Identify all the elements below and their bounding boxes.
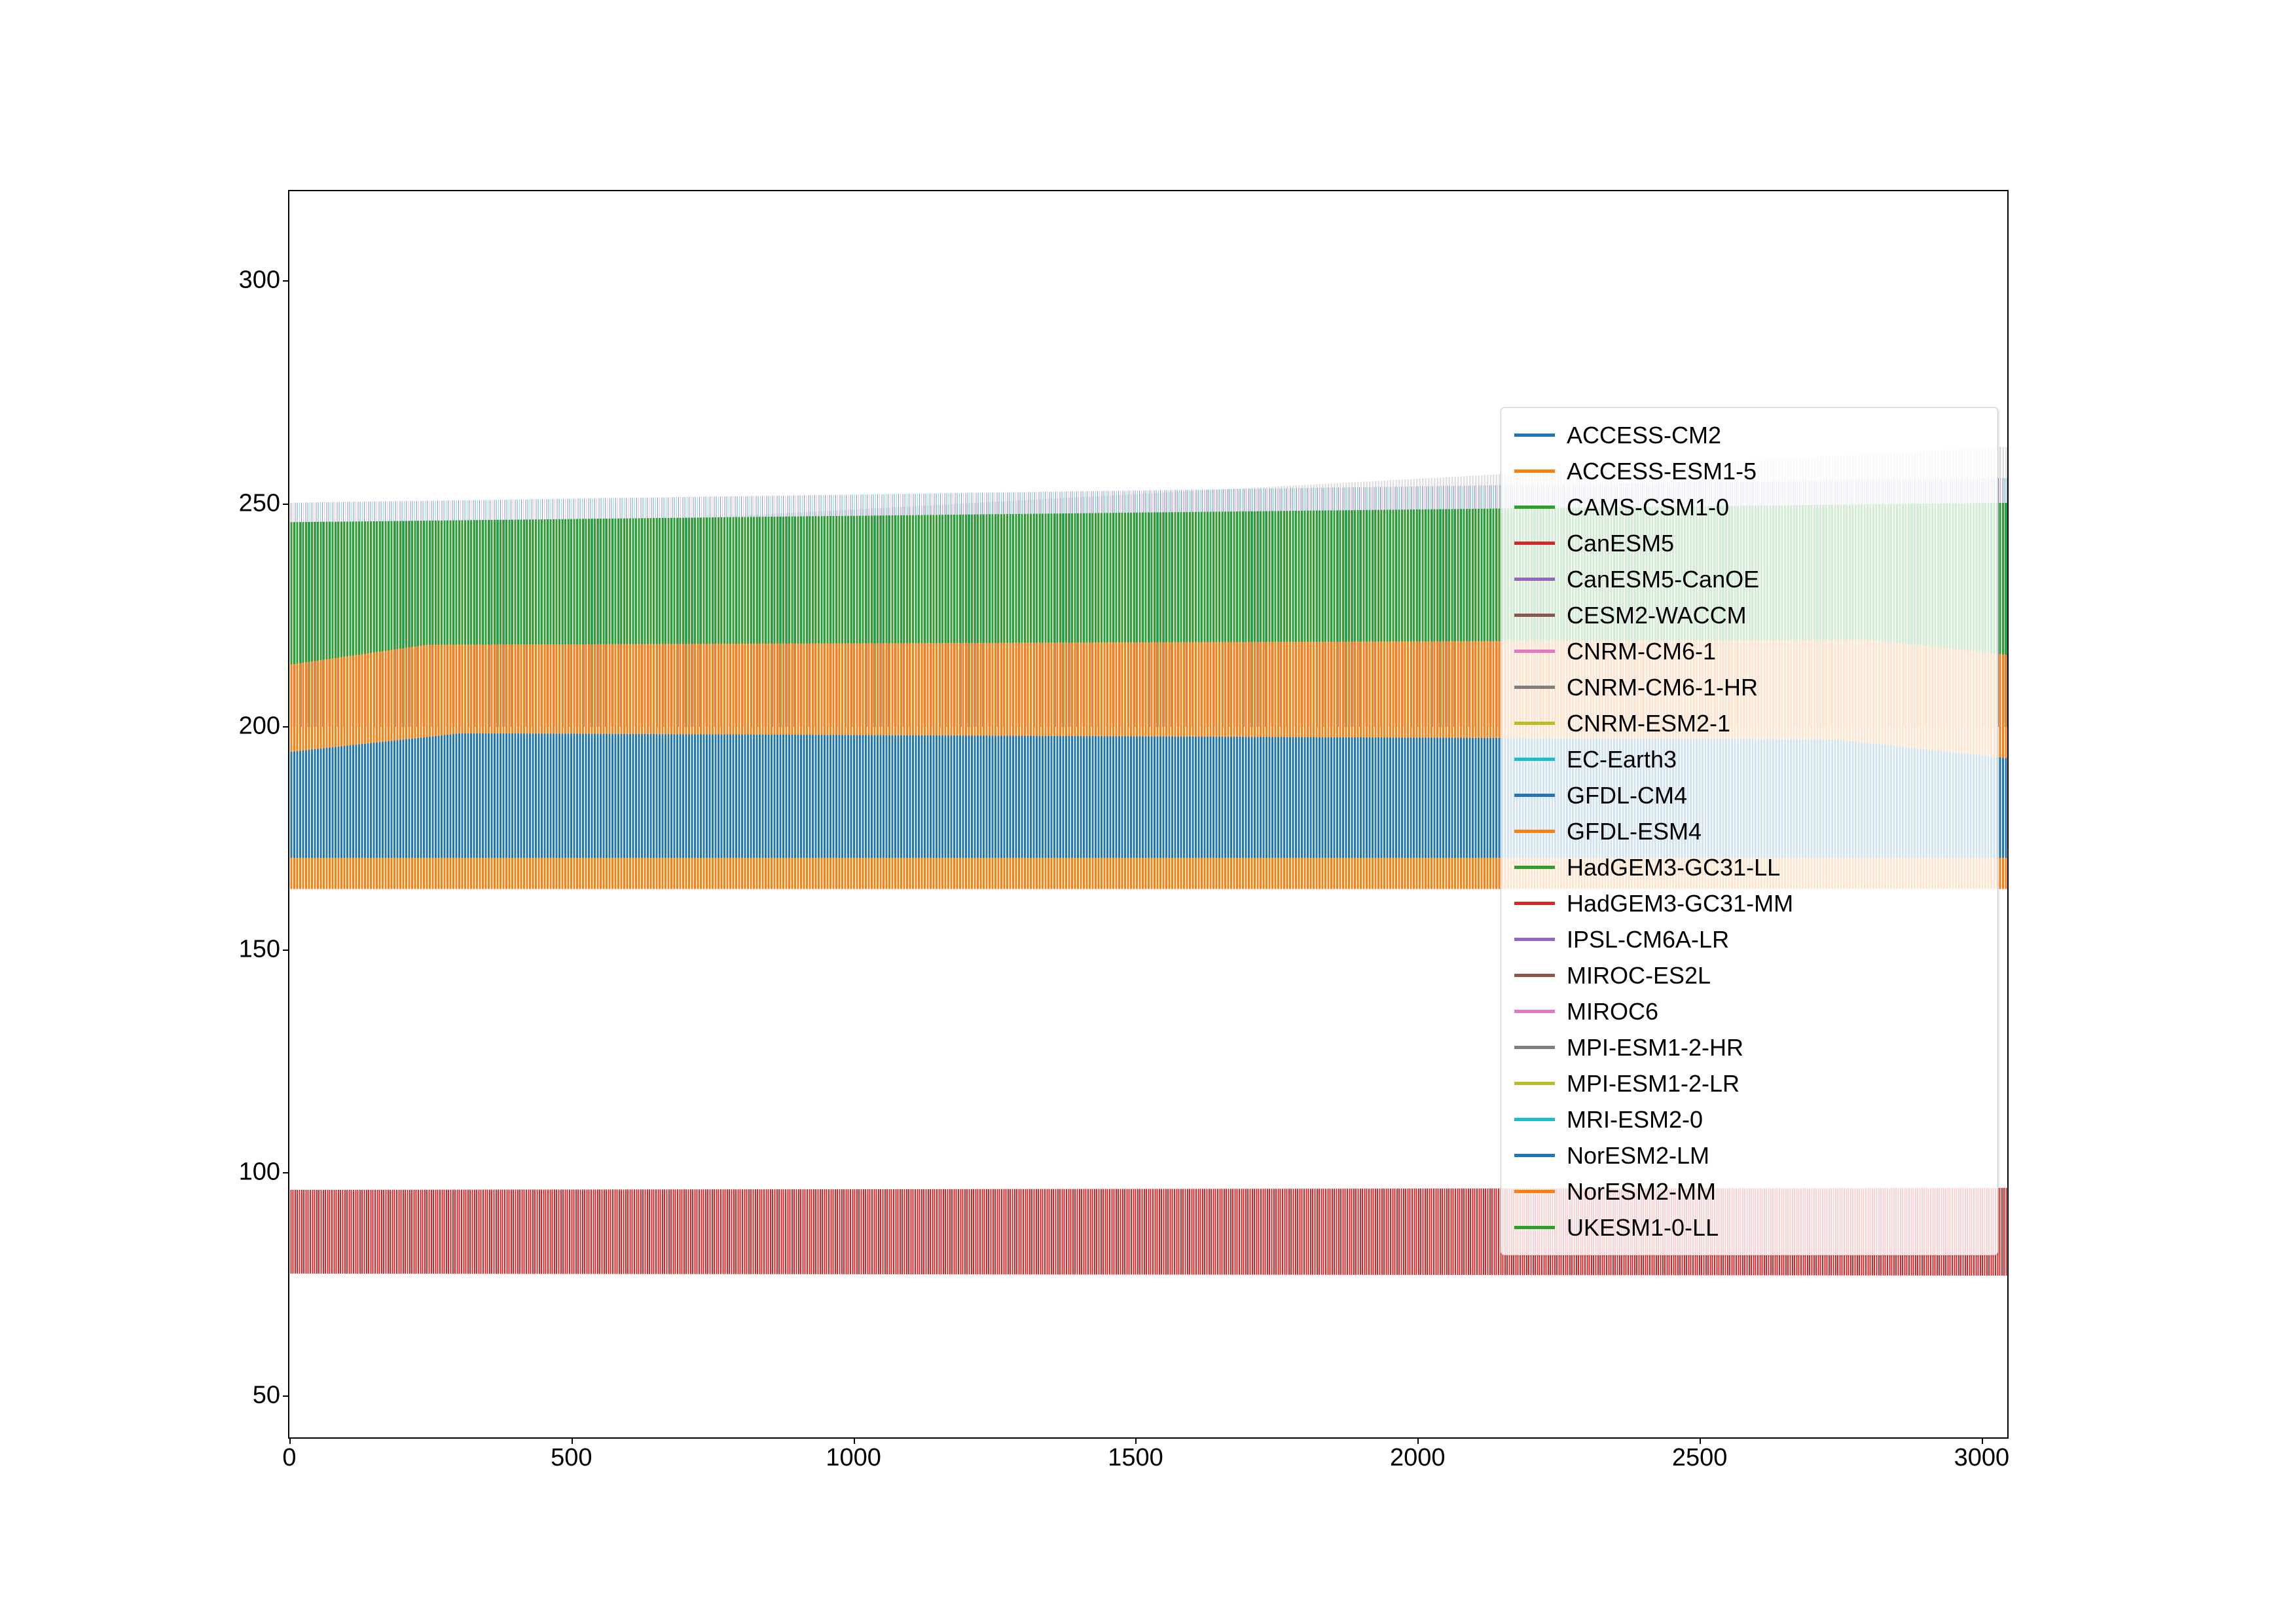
- x-tick-label-500: 500: [551, 1444, 592, 1472]
- legend-label-11: GFDL-ESM4: [1567, 818, 1702, 845]
- legend-swatch-3: [1514, 542, 1555, 545]
- legend-item-15[interactable]: MIROC-ES2L: [1514, 957, 1984, 993]
- legend-swatch-17: [1514, 1046, 1555, 1049]
- legend-item-13[interactable]: HadGEM3-GC31-MM: [1514, 885, 1984, 921]
- legend-item-0[interactable]: ACCESS-CM2: [1514, 417, 1984, 453]
- legend-label-4: CanESM5-CanOE: [1567, 566, 1759, 593]
- legend-items-container: ACCESS-CM2 ACCESS-ESM1-5 CAMS-CSM1-0 CanESM…: [1514, 417, 1984, 1246]
- legend-swatch-0: [1514, 434, 1555, 437]
- legend-label-22: UKESM1-0-LL: [1567, 1214, 1719, 1242]
- legend-swatch-20: [1514, 1154, 1555, 1157]
- legend-label-0: ACCESS-CM2: [1567, 422, 1721, 449]
- legend-label-15: MIROC-ES2L: [1567, 962, 1711, 989]
- legend-item-19[interactable]: MRI-ESM2-0: [1514, 1101, 1984, 1137]
- legend-label-20: NorESM2-LM: [1567, 1142, 1709, 1170]
- legend-item-14[interactable]: IPSL-CM6A-LR: [1514, 921, 1984, 957]
- legend-label-2: CAMS-CSM1-0: [1567, 494, 1729, 521]
- legend-swatch-7: [1514, 686, 1555, 689]
- legend-item-10[interactable]: GFDL-CM4: [1514, 777, 1984, 813]
- legend-swatch-22: [1514, 1226, 1555, 1229]
- y-tick-label-150: 150: [239, 935, 280, 963]
- legend-label-14: IPSL-CM6A-LR: [1567, 926, 1729, 953]
- legend-label-16: MIROC6: [1567, 998, 1658, 1025]
- legend-item-2[interactable]: CAMS-CSM1-0: [1514, 489, 1984, 525]
- x-tick-mark-2000: [1417, 1437, 1419, 1444]
- plot-area: 50 100 150 200 250 300 0 500 1000 1500 2000 2500 30…: [288, 190, 2009, 1439]
- legend-label-1: ACCESS-ESM1-5: [1567, 458, 1757, 485]
- y-tick-mark-200: [283, 726, 289, 728]
- y-tick-mark-150: [283, 950, 289, 951]
- legend-item-8[interactable]: CNRM-ESM2-1: [1514, 705, 1984, 741]
- x-tick-label-0: 0: [282, 1444, 296, 1472]
- x-tick-mark-1000: [854, 1437, 855, 1444]
- x-tick-mark-1500: [1135, 1437, 1137, 1444]
- y-tick-mark-50: [283, 1395, 289, 1397]
- legend-item-11[interactable]: GFDL-ESM4: [1514, 813, 1984, 849]
- y-tick-label-300: 300: [239, 267, 280, 295]
- legend-swatch-4: [1514, 578, 1555, 581]
- legend-label-5: CESM2-WACCM: [1567, 602, 1747, 629]
- x-tick-mark-2500: [1700, 1437, 1701, 1444]
- x-tick-label-1000: 1000: [826, 1444, 881, 1472]
- legend-swatch-10: [1514, 794, 1555, 797]
- legend-item-7[interactable]: CNRM-CM6-1-HR: [1514, 669, 1984, 705]
- legend-swatch-5: [1514, 614, 1555, 617]
- legend-label-7: CNRM-CM6-1-HR: [1567, 674, 1758, 701]
- legend-label-13: HadGEM3-GC31-MM: [1567, 890, 1793, 917]
- legend-item-18[interactable]: MPI-ESM1-2-LR: [1514, 1065, 1984, 1101]
- x-tick-label-3000: 3000: [1954, 1444, 2010, 1472]
- legend-swatch-16: [1514, 1010, 1555, 1013]
- legend-item-3[interactable]: CanESM5: [1514, 525, 1984, 561]
- legend-item-6[interactable]: CNRM-CM6-1: [1514, 633, 1984, 669]
- y-tick-mark-100: [283, 1172, 289, 1173]
- legend-item-20[interactable]: NorESM2-LM: [1514, 1137, 1984, 1173]
- legend-item-16[interactable]: MIROC6: [1514, 993, 1984, 1029]
- x-tick-label-2000: 2000: [1390, 1444, 1446, 1472]
- legend-label-9: EC-Earth3: [1567, 746, 1677, 773]
- legend-item-9[interactable]: EC-Earth3: [1514, 741, 1984, 777]
- y-tick-label-50: 50: [253, 1381, 280, 1409]
- legend-swatch-6: [1514, 650, 1555, 653]
- y-tick-mark-300: [283, 280, 289, 282]
- legend-label-19: MRI-ESM2-0: [1567, 1106, 1703, 1134]
- y-tick-label-100: 100: [239, 1158, 280, 1187]
- legend-swatch-19: [1514, 1118, 1555, 1121]
- legend-label-3: CanESM5: [1567, 530, 1674, 557]
- chart-legend[interactable]: ACCESS-CM2 ACCESS-ESM1-5 CAMS-CSM1-0 CanESM…: [1501, 407, 1998, 1255]
- legend-label-6: CNRM-CM6-1: [1567, 638, 1716, 665]
- legend-item-21[interactable]: NorESM2-MM: [1514, 1173, 1984, 1209]
- legend-item-17[interactable]: MPI-ESM1-2-HR: [1514, 1029, 1984, 1065]
- legend-label-8: CNRM-ESM2-1: [1567, 710, 1730, 737]
- x-tick-mark-3000: [1982, 1437, 1983, 1444]
- legend-item-4[interactable]: CanESM5-CanOE: [1514, 561, 1984, 597]
- x-tick-mark-500: [572, 1437, 573, 1444]
- legend-swatch-18: [1514, 1082, 1555, 1085]
- x-tick-label-1500: 1500: [1108, 1444, 1163, 1472]
- x-tick-label-2500: 2500: [1672, 1444, 1728, 1472]
- legend-item-5[interactable]: CESM2-WACCM: [1514, 597, 1984, 633]
- chart-figure: 50 100 150 200 250 300 0 500 1000 1500 2000 2500 30…: [0, 0, 2296, 1624]
- legend-label-10: GFDL-CM4: [1567, 782, 1687, 809]
- y-tick-label-250: 250: [239, 489, 280, 517]
- legend-swatch-8: [1514, 722, 1555, 725]
- x-tick-mark-0: [289, 1437, 291, 1444]
- legend-swatch-9: [1514, 758, 1555, 761]
- legend-item-22[interactable]: UKESM1-0-LL: [1514, 1209, 1984, 1246]
- legend-swatch-14: [1514, 938, 1555, 941]
- legend-swatch-11: [1514, 830, 1555, 833]
- legend-swatch-21: [1514, 1190, 1555, 1193]
- legend-label-21: NorESM2-MM: [1567, 1178, 1716, 1206]
- legend-item-1[interactable]: ACCESS-ESM1-5: [1514, 453, 1984, 489]
- legend-swatch-12: [1514, 866, 1555, 869]
- legend-swatch-15: [1514, 974, 1555, 977]
- legend-item-12[interactable]: HadGEM3-GC31-LL: [1514, 849, 1984, 885]
- legend-label-18: MPI-ESM1-2-LR: [1567, 1070, 1740, 1098]
- legend-label-17: MPI-ESM1-2-HR: [1567, 1034, 1743, 1061]
- legend-swatch-13: [1514, 902, 1555, 905]
- legend-swatch-2: [1514, 506, 1555, 509]
- y-tick-mark-250: [283, 504, 289, 505]
- y-tick-label-200: 200: [239, 712, 280, 741]
- legend-label-12: HadGEM3-GC31-LL: [1567, 854, 1780, 881]
- legend-swatch-1: [1514, 470, 1555, 473]
